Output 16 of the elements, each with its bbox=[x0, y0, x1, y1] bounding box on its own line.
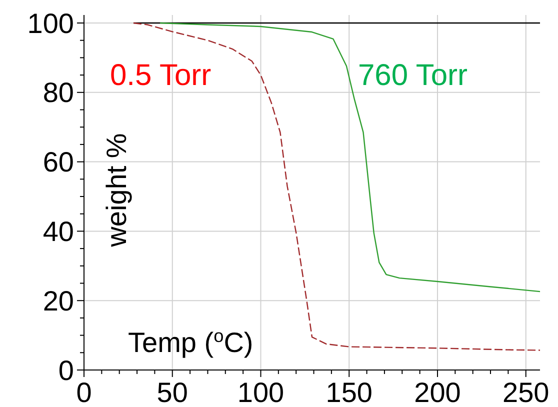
y-tick-label: 0 bbox=[58, 354, 74, 386]
x-tick-label: 150 bbox=[326, 377, 372, 407]
x-tick-label: 250 bbox=[502, 377, 550, 407]
y-tick-label: 100 bbox=[27, 8, 74, 39]
line-series bbox=[159, 22, 541, 292]
x-tick-label: 100 bbox=[237, 377, 284, 407]
y-axis-title: weight % bbox=[101, 133, 132, 248]
y-tick-label: 40 bbox=[42, 216, 74, 247]
x-axis-title: Temp ($^{o}$C) bbox=[128, 326, 254, 358]
series-label: 0.5 Torr bbox=[110, 59, 212, 92]
y-tick-label: 20 bbox=[42, 285, 74, 316]
y-tick-label: 60 bbox=[42, 146, 74, 178]
y-tick-label: 80 bbox=[42, 77, 74, 108]
x-tick-label: 200 bbox=[414, 377, 461, 407]
x-tick-label: 50 bbox=[156, 377, 188, 407]
series-label: 760 Torr bbox=[358, 59, 468, 92]
